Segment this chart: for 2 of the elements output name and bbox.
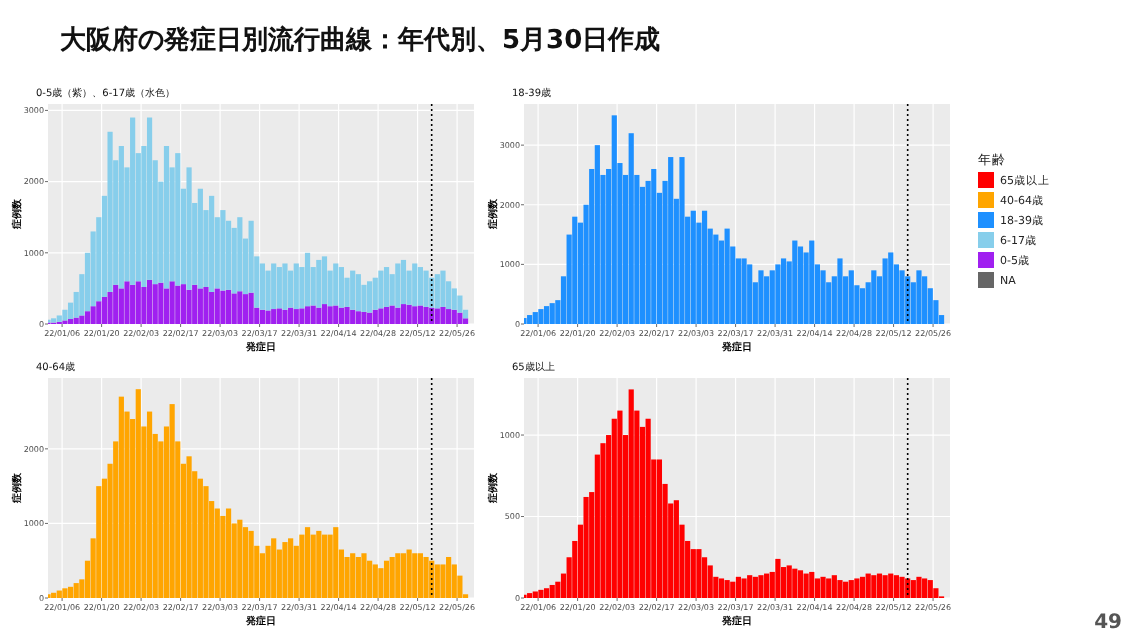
chart-title: 大阪府の発症日別流行曲線：年代別、5月30日作成 [60,24,661,56]
text: 49 [1094,612,1123,634]
